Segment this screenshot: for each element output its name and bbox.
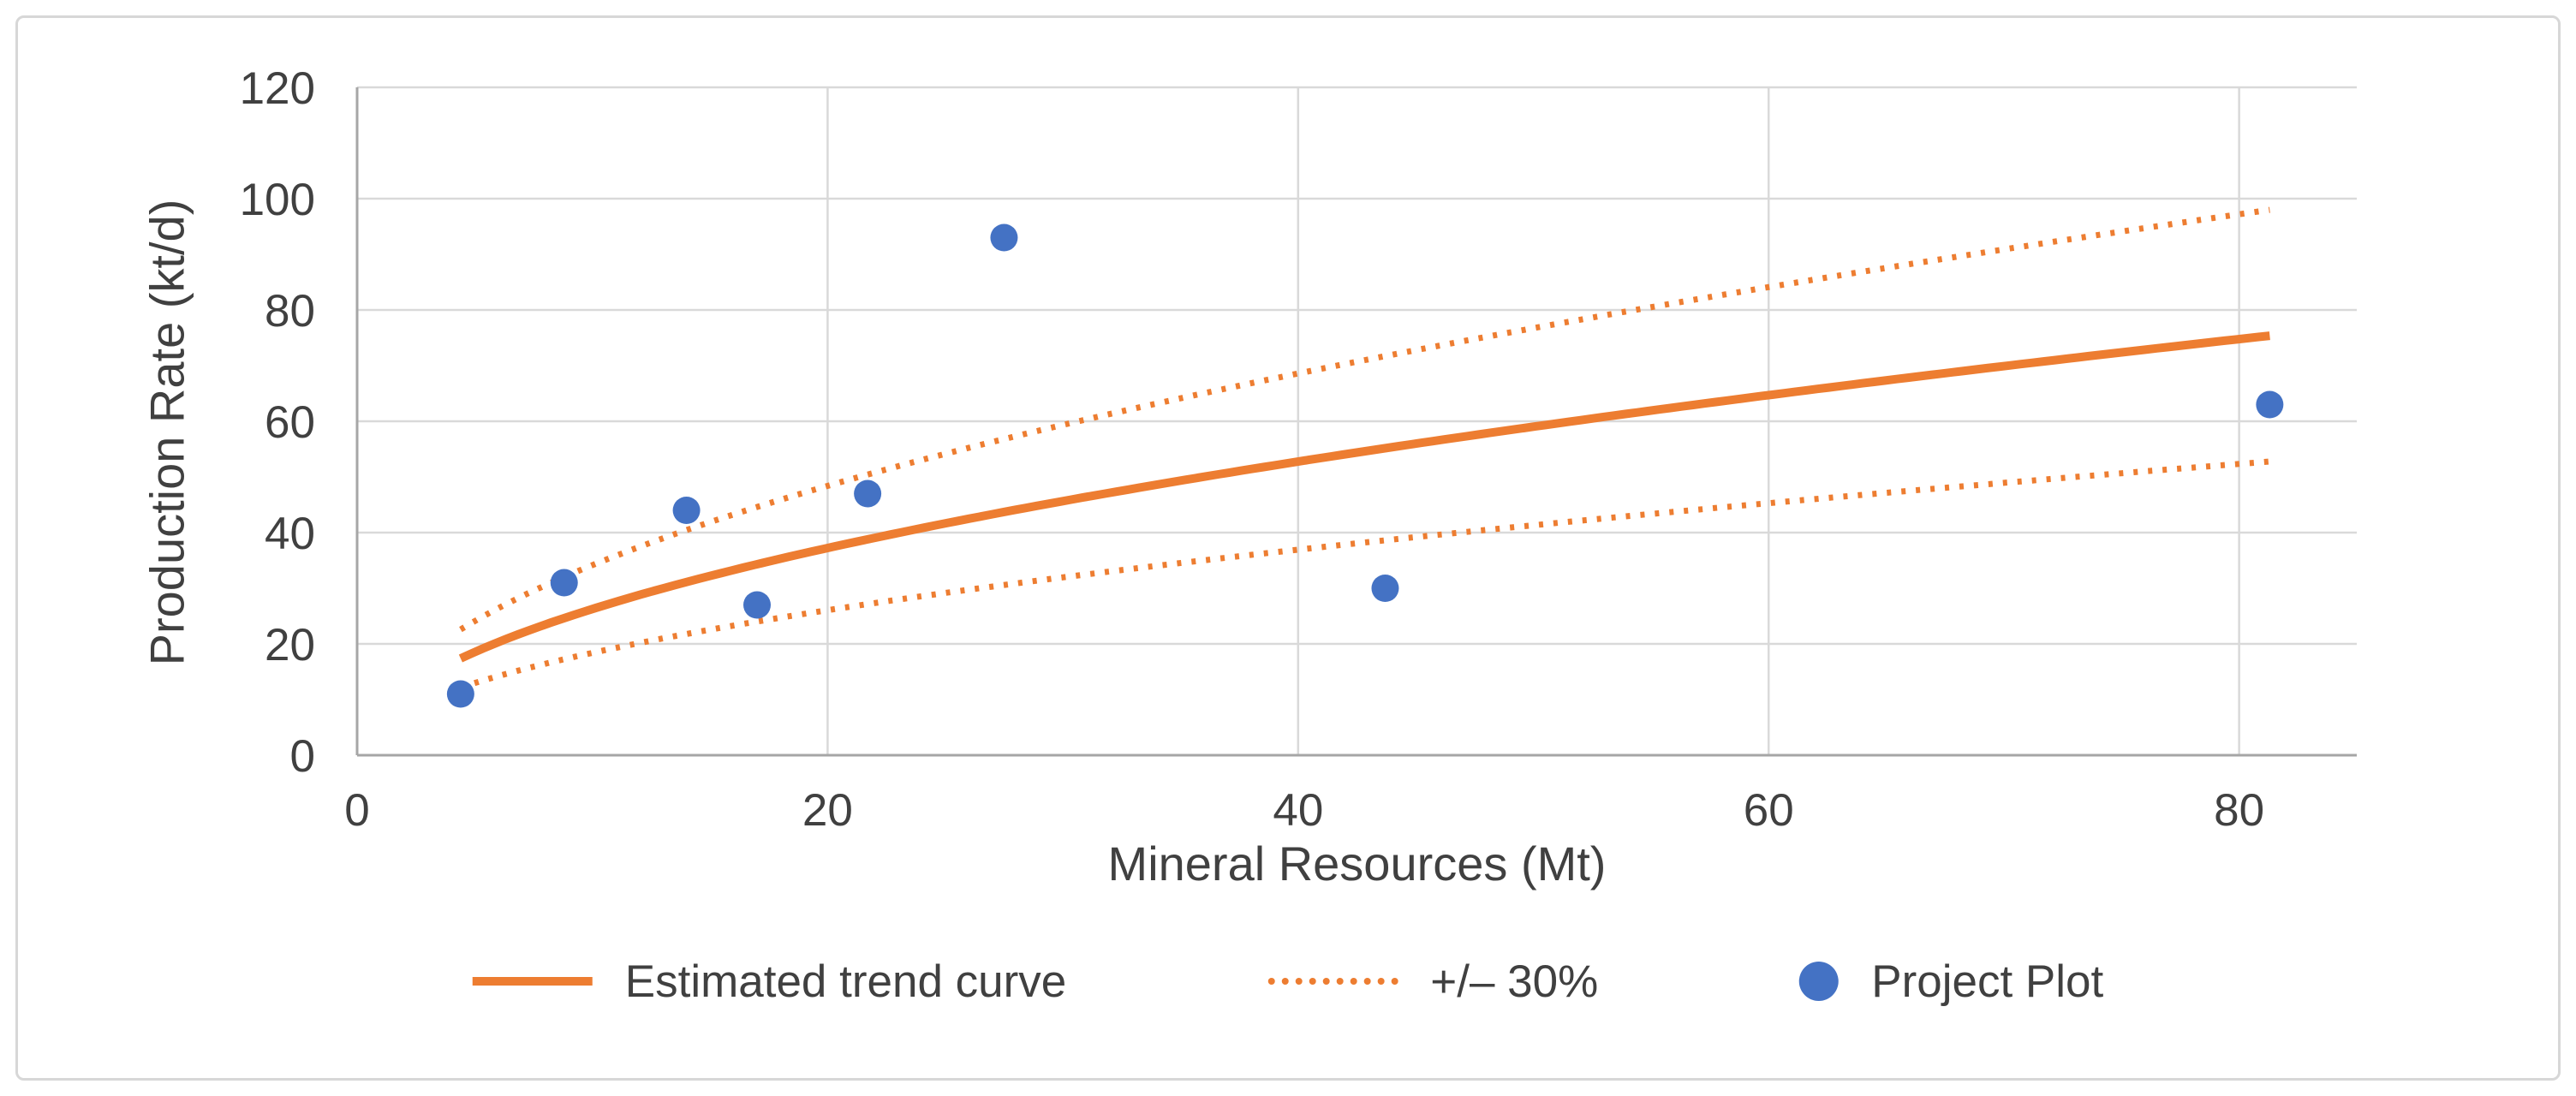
data-point — [854, 480, 882, 508]
band-upper-curve — [459, 206, 2270, 633]
legend-item-trend: Estimated trend curve — [472, 956, 1067, 1008]
legend-label-trend: Estimated trend curve — [624, 956, 1067, 1007]
x-axis-title: Mineral Resources (Mt) — [1107, 837, 1607, 890]
data-point — [990, 223, 1018, 252]
trend-curve — [458, 331, 2270, 663]
y-tick-label: 0 — [290, 731, 315, 782]
data-point — [672, 497, 701, 524]
legend: Estimated trend curve +/– 30% Project Pl… — [472, 942, 2103, 1021]
y-tick-label: 120 — [240, 63, 315, 114]
y-tick-label: 80 — [265, 286, 315, 337]
legend-item-points: Project Plot — [1799, 956, 2103, 1008]
legend-label-band: +/– 30% — [1430, 956, 1599, 1007]
x-tick-label: 0 — [344, 785, 369, 836]
data-point — [550, 569, 578, 597]
data-point — [446, 680, 474, 708]
band-lower-curve — [459, 458, 2270, 691]
legend-label-points: Project Plot — [1871, 956, 2104, 1007]
legend-item-band: +/– 30% — [1267, 956, 1598, 1008]
legend-swatch-solid-line — [472, 977, 593, 986]
x-tick-label: 80 — [2214, 785, 2264, 836]
data-point — [743, 591, 771, 619]
x-tick-label: 20 — [802, 785, 853, 836]
y-tick-label: 20 — [265, 620, 315, 670]
legend-swatch-dotted-line — [1267, 978, 1398, 985]
data-point — [1371, 575, 1399, 602]
y-tick-label: 60 — [265, 397, 315, 448]
x-tick-label: 60 — [1744, 785, 1794, 836]
data-point — [2256, 390, 2284, 419]
legend-swatch-circle-marker — [1799, 962, 1840, 1001]
y-axis-title: Production Rate (kt/d) — [140, 199, 194, 666]
y-tick-label: 40 — [265, 509, 315, 559]
x-tick-label: 40 — [1273, 785, 1323, 836]
y-tick-label: 100 — [240, 175, 315, 225]
